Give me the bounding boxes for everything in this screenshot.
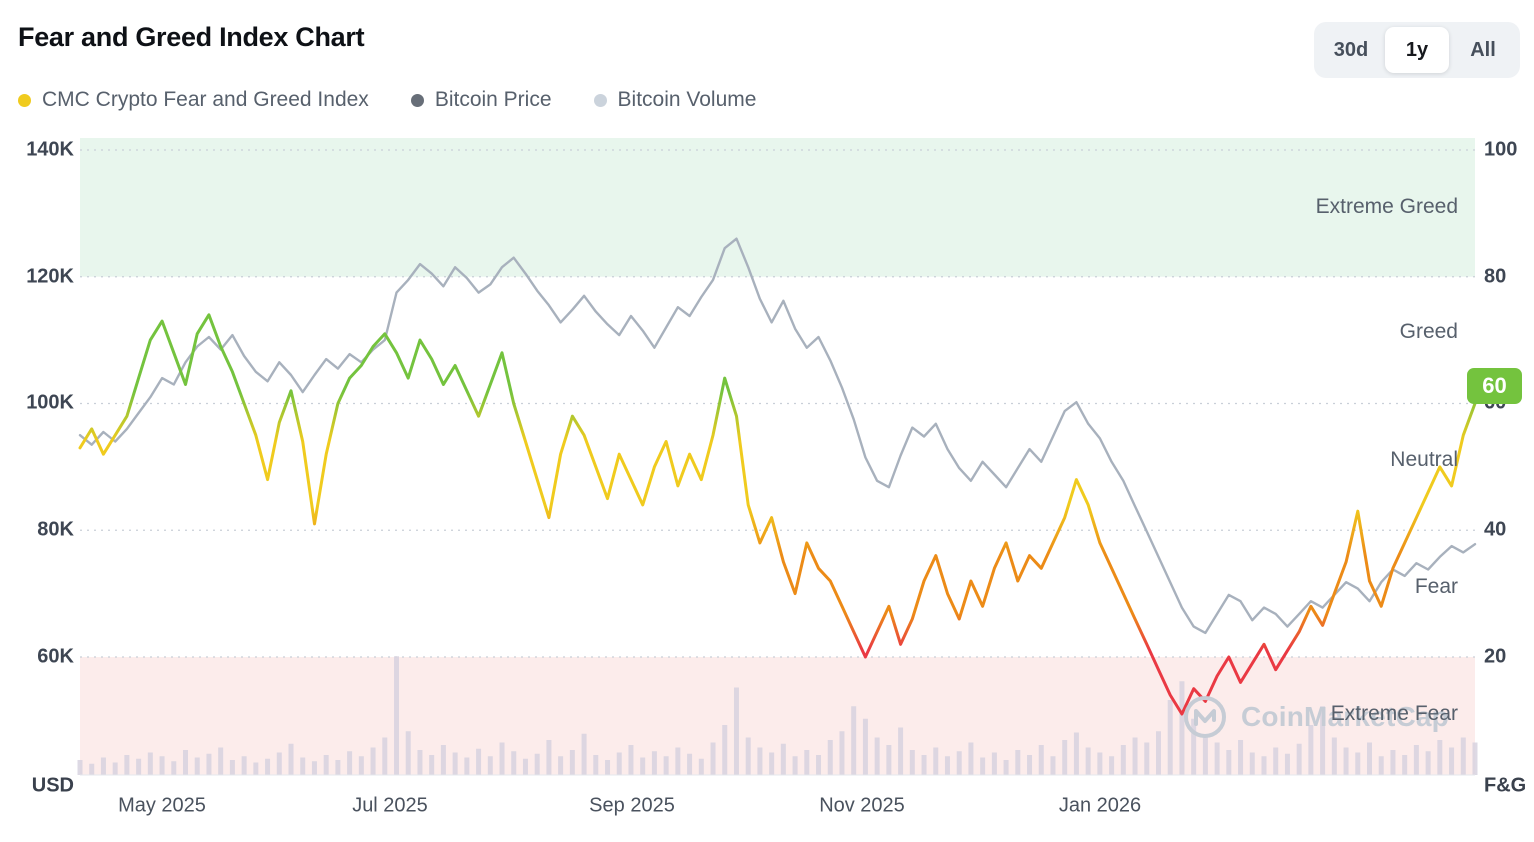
zone-label-greed: Greed — [1399, 320, 1458, 343]
range-button-30d[interactable]: 30d — [1319, 27, 1383, 73]
legend-label-fear-greed-index: CMC Crypto Fear and Greed Index — [42, 88, 369, 111]
chart-legend: CMC Crypto Fear and Greed Index Bitcoin … — [18, 88, 756, 112]
legend-dot-yellow-icon — [18, 93, 31, 107]
legend-label-bitcoin-price: Bitcoin Price — [434, 88, 552, 111]
coinmarketcap-logo-icon — [1184, 696, 1226, 738]
legend-item-bitcoin-price[interactable]: Bitcoin Price — [410, 88, 552, 112]
zone-label-extreme-fear: Extreme Fear — [1330, 702, 1458, 725]
left-axis-tick-80k: 80K — [37, 518, 74, 541]
left-axis-tick-140k: 140K — [26, 138, 74, 161]
x-axis-tick-jul-2025: Jul 2025 — [352, 794, 428, 817]
range-button-all[interactable]: All — [1451, 27, 1515, 73]
left-axis-tick-60k: 60K — [37, 645, 74, 668]
legend-item-fear-greed-index[interactable]: CMC Crypto Fear and Greed Index — [18, 88, 369, 112]
right-axis-unit-fg: F&G — [1484, 774, 1527, 797]
right-axis-tick-20: 20 — [1484, 645, 1507, 668]
x-axis-tick-sep-2025: Sep 2025 — [589, 794, 675, 817]
x-axis-tick-jan-2026: Jan 2026 — [1058, 794, 1142, 817]
legend-item-bitcoin-volume[interactable]: Bitcoin Volume — [593, 88, 757, 112]
header: Fear and Greed Index Chart 30d 1y All — [18, 22, 1520, 78]
legend-label-bitcoin-volume: Bitcoin Volume — [617, 88, 757, 111]
right-axis-tick-80: 80 — [1484, 265, 1507, 288]
legend-dot-light-gray-icon — [593, 93, 607, 107]
right-axis-tick-40: 40 — [1484, 518, 1507, 541]
right-axis-tick-100: 100 — [1484, 138, 1518, 161]
legend-dot-gray-icon — [410, 93, 424, 107]
zone-label-fear: Fear — [1414, 575, 1458, 598]
x-axis-tick-may-2025: May 2025 — [118, 794, 206, 817]
time-range-selector: 30d 1y All — [1314, 22, 1520, 78]
left-axis-tick-100k: 100K — [26, 391, 74, 414]
zone-label-neutral: Neutral — [1390, 448, 1458, 471]
x-axis-tick-nov-2025: Nov 2025 — [819, 794, 905, 817]
zone-label-extreme-greed: Extreme Greed — [1315, 195, 1458, 218]
left-axis-tick-120k: 120K — [26, 265, 74, 288]
range-button-1y[interactable]: 1y — [1385, 27, 1449, 73]
current-value-badge: 60 — [1467, 367, 1522, 404]
page-title: Fear and Greed Index Chart — [18, 22, 365, 52]
left-axis-unit-usd: USD — [31, 774, 74, 797]
